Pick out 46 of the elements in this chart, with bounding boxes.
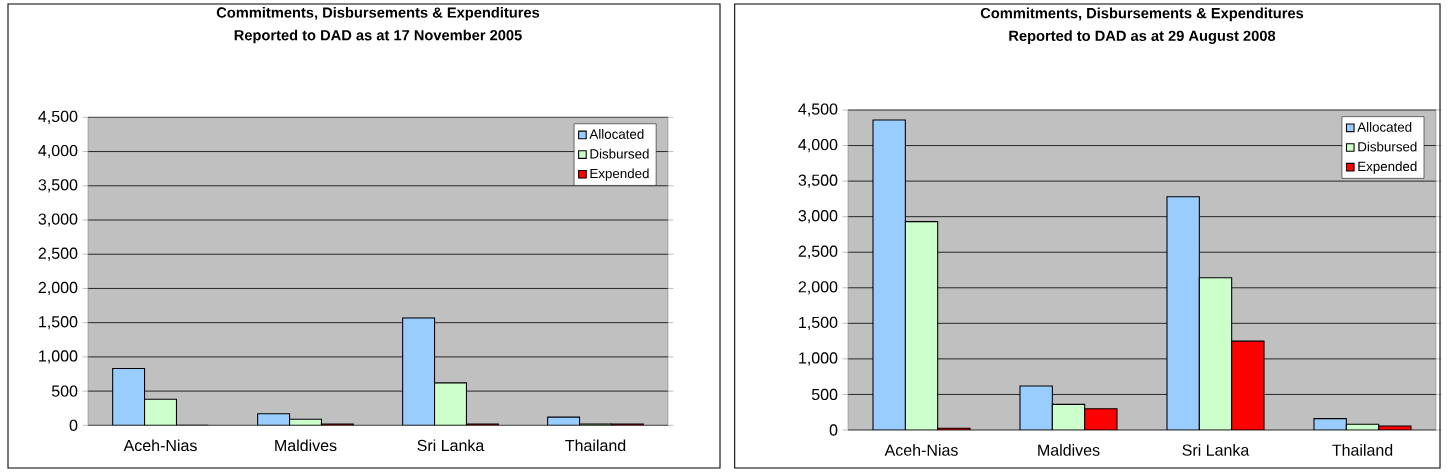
legend-label: Disbursed	[1358, 141, 1417, 152]
chart-title: Commitments, Disbursements & Expenditures	[216, 6, 540, 21]
bar	[402, 317, 436, 426]
x-tick-label: Thailand	[565, 439, 626, 452]
x-tick-label: Aceh-Nias	[884, 444, 958, 456]
y-tick-label: 2,500	[798, 245, 838, 259]
bar	[434, 382, 467, 426]
y-tick-label: 1,500	[39, 316, 78, 330]
chart-subtitle: Reported to DAD as at 29 August 2008	[1009, 30, 1276, 44]
x-tick-label: Thailand	[1332, 444, 1393, 456]
bar	[257, 413, 290, 426]
y-tick-label: 3,500	[38, 179, 78, 193]
y-tick-label: 3,000	[798, 210, 838, 224]
y-tick-label: 2,000	[38, 281, 78, 296]
x-tick-label: Sri Lanka	[1182, 444, 1250, 456]
y-tick-label: 1,000	[799, 352, 838, 366]
legend-label: Expended	[1358, 161, 1417, 174]
legend-label: Expended	[590, 168, 649, 181]
x-tick-label: Maldives	[275, 439, 337, 452]
chart-title: Commitments, Disbursements & Expenditures	[980, 7, 1304, 22]
y-tick-label: 500	[51, 385, 78, 397]
y-tick-label: 0	[829, 424, 838, 436]
y-tick-label: 4,000	[38, 144, 78, 159]
y-tick-label: 3,500	[798, 174, 838, 188]
x-tick-label: Sri Lanka	[417, 439, 485, 452]
bar	[112, 367, 146, 426]
y-tick-label: 2,500	[38, 247, 78, 261]
bar	[144, 398, 177, 426]
y-tick-label: 2,000	[798, 281, 838, 295]
bar	[1019, 385, 1053, 430]
y-tick-label: 4,500	[38, 110, 78, 124]
chart-subtitle: Reported to DAD as at 17 November 2005	[234, 29, 522, 44]
y-tick-label: 0	[69, 419, 78, 431]
x-tick-label: Maldives	[1038, 444, 1100, 456]
legend-label: Allocated	[589, 129, 644, 139]
y-tick-label: 4,500	[798, 103, 838, 117]
y-tick-label: 1,500	[799, 316, 838, 330]
x-tick-label: Aceh-Nias	[123, 439, 197, 452]
y-tick-label: 500	[811, 388, 838, 401]
y-tick-label: 1,000	[39, 350, 78, 364]
bar	[872, 119, 906, 430]
legend-label: Allocated	[1357, 122, 1412, 132]
bar	[1166, 196, 1200, 430]
legend-label: Disbursed	[590, 148, 649, 159]
y-tick-label: 4,000	[798, 138, 838, 153]
y-tick-label: 3,000	[38, 213, 78, 227]
